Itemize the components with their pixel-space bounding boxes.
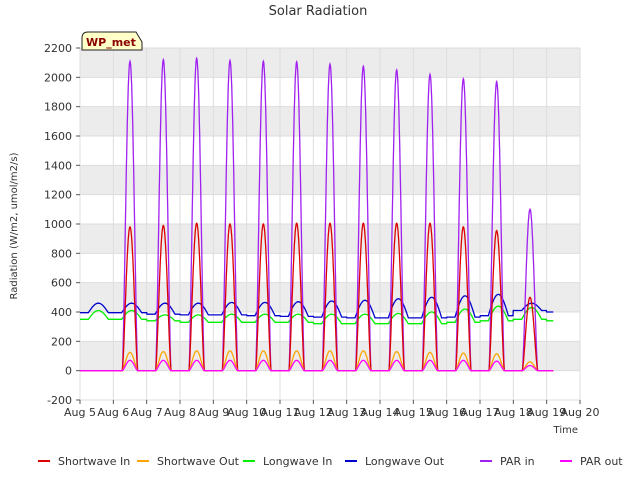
x-tick-label: Aug 19: [527, 406, 566, 419]
x-tick-label: Aug 12: [294, 406, 333, 419]
x-tick-label: Aug 13: [327, 406, 366, 419]
x-tick-label: Aug 8: [164, 406, 196, 419]
x-tick-label: Aug 7: [131, 406, 163, 419]
x-tick-label: Aug 6: [97, 406, 129, 419]
legend-label: Longwave Out: [365, 455, 445, 468]
legend: Shortwave In Shortwave Out Longwave In Long…: [38, 455, 623, 468]
x-tick-label: Aug 9: [197, 406, 229, 419]
grid-lines: [79, 47, 581, 401]
series-line-longwave-in: [80, 305, 554, 325]
x-tick-label: Aug 17: [461, 406, 500, 419]
plot-band: [80, 165, 580, 195]
y-axis-label: Radiation (W/m2, umol/m2/s): [9, 152, 20, 299]
x-tick-label: Aug 14: [361, 406, 400, 419]
legend-label: PAR in: [500, 455, 535, 468]
x-tick-label: Aug 5: [64, 406, 96, 419]
plot-band: [80, 224, 580, 254]
chart-title: Solar Radiation: [269, 4, 368, 19]
y-tick-label: 200: [51, 335, 72, 348]
y-tick-label: 1000: [44, 218, 72, 231]
y-tick-label: 1400: [44, 159, 72, 172]
y-tick-label: 1600: [44, 130, 72, 143]
x-tick-label: Aug 16: [427, 406, 466, 419]
y-tick-label: 600: [51, 277, 72, 290]
y-tick-label: 0: [65, 365, 72, 378]
y-tick-label: -200: [47, 394, 72, 407]
legend-label: Shortwave Out: [157, 455, 240, 468]
plot-band: [80, 341, 580, 371]
y-axis-ticks: -200 0 200 400 600 800 1000 1200 1400 1600 1800 200…: [44, 42, 80, 407]
legend-label: Longwave In: [263, 455, 332, 468]
y-tick-label: 2000: [44, 71, 72, 84]
site-badge: WP_met: [81, 31, 143, 51]
plot-band: [80, 282, 580, 312]
plot-band: [80, 106, 580, 136]
y-tick-label: 1200: [44, 189, 72, 202]
x-tick-label: Aug 11: [261, 406, 300, 419]
x-tick-label: Aug 10: [227, 406, 266, 419]
x-axis-label: Time: [553, 425, 578, 436]
y-tick-label: 800: [51, 247, 72, 260]
legend-label: Shortwave In: [58, 455, 130, 468]
x-tick-label: Aug 18: [494, 406, 533, 419]
x-tick-label: Aug 20: [561, 406, 600, 419]
legend-label: PAR out: [580, 455, 623, 468]
y-tick-label: 1800: [44, 101, 72, 114]
y-tick-label: 400: [51, 306, 72, 319]
x-tick-label: Aug 15: [394, 406, 433, 419]
y-tick-label: 2200: [44, 42, 72, 55]
series-layer: [80, 56, 554, 372]
series-line-par-out: [80, 359, 554, 372]
site-badge-label: WP_met: [86, 36, 136, 49]
